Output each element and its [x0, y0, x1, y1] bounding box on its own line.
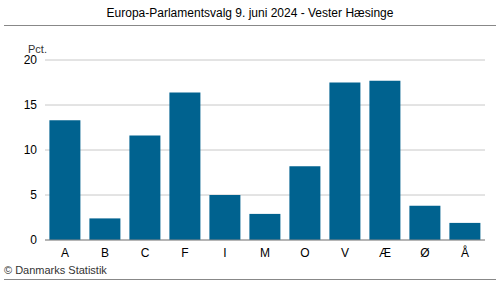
svg-text:5: 5 — [30, 188, 37, 202]
html-text:Europa-Parlamentsvalg 9. juni: Europa-Parlamentsvalg 9. juni 2024 - Ves… — [106, 6, 394, 20]
svg-text:20: 20 — [24, 53, 38, 67]
svg-text:C: C — [141, 246, 150, 260]
svg-text:O: O — [300, 246, 309, 260]
svg-text:15: 15 — [24, 98, 38, 112]
svg-text:Å: Å — [461, 245, 469, 260]
svg-text:Æ: Æ — [379, 246, 391, 260]
svg-text:V: V — [341, 246, 349, 260]
svg-text:M: M — [260, 246, 270, 260]
svg-text:0: 0 — [30, 233, 37, 247]
svg-text:I: I — [223, 246, 226, 260]
svg-text:B: B — [101, 246, 109, 260]
svg-text:Ø: Ø — [420, 246, 429, 260]
html-text:© Danmarks Statistik: © Danmarks Statistik — [4, 264, 107, 276]
svg-text:10: 10 — [24, 143, 38, 157]
svg-text:F: F — [181, 246, 188, 260]
svg-text:A: A — [61, 246, 69, 260]
html-text:Pct.: Pct. — [28, 43, 47, 55]
